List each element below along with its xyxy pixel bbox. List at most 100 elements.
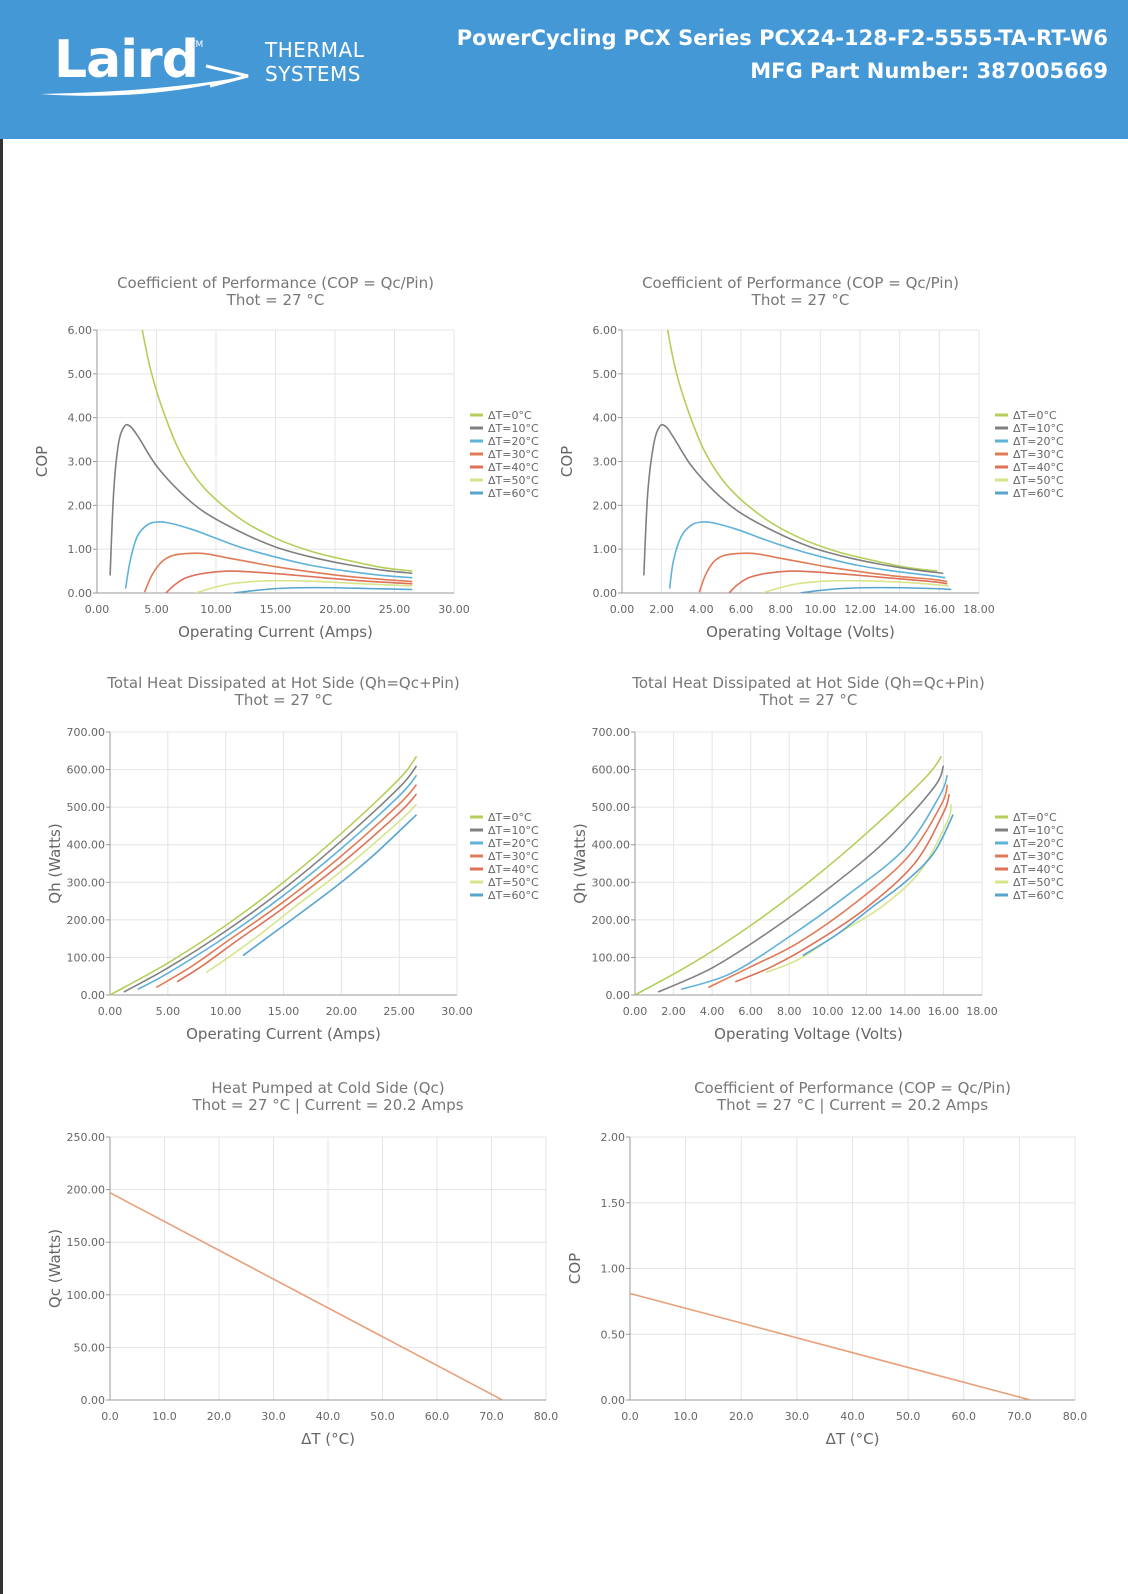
x-tick-label: 20.0 (729, 1410, 754, 1423)
chart-subtitle: Thot = 27 °C | Current = 20.2 Amps (191, 1096, 463, 1114)
y-axis-label: Qh (Watts) (571, 823, 589, 903)
y-tick-label: 2.00 (593, 499, 618, 512)
y-tick-label: 50.00 (74, 1341, 106, 1354)
x-axis-label: Operating Voltage (Volts) (714, 1025, 903, 1043)
laird-logo: Laird (54, 30, 199, 90)
y-axis-label: Qh (Watts) (46, 823, 64, 903)
division-name: THERMAL SYSTEMS (265, 38, 364, 86)
chart-qc-vs-dt: Heat Pumped at Cold Side (Qc) Thot = 27 °… (40, 1075, 560, 1449)
y-axis-label: COP (558, 446, 576, 477)
y-tick-label: 1.00 (601, 1263, 626, 1276)
x-axis-label: Operating Voltage (Volts) (706, 623, 895, 641)
series-line-2 (137, 774, 418, 991)
x-tick-label: 4.00 (700, 1005, 725, 1018)
legend-label: ΔT=60°C (488, 889, 539, 902)
legend-label: ΔT=0°C (488, 811, 532, 824)
y-tick-label: 4.00 (593, 412, 618, 425)
x-tick-label: 10.00 (210, 1005, 242, 1018)
y-tick-label: 2.00 (601, 1131, 626, 1144)
series-line-0 (635, 755, 943, 995)
x-tick-label: 6.00 (738, 1005, 763, 1018)
chart-title: Coefficient of Performance (COP = Qc/Pin… (694, 1079, 1011, 1097)
chart-subtitle: Thot = 27 °C (226, 291, 325, 309)
y-tick-label: 250.00 (67, 1131, 106, 1144)
x-tick-label: 0.00 (610, 603, 635, 616)
x-tick-label: 60.0 (952, 1410, 977, 1423)
x-tick-label: 10.00 (805, 603, 837, 616)
legend-label: ΔT=40°C (1013, 461, 1064, 474)
legend-label: ΔT=0°C (1013, 409, 1057, 422)
x-tick-label: 20.00 (319, 603, 351, 616)
series-line-5 (195, 579, 413, 593)
chart-qh-vs-voltage: Total Heat Dissipated at Hot Side (Qh=Qc… (565, 670, 1085, 1044)
legend-label: ΔT=10°C (1013, 422, 1064, 435)
series-line-6 (233, 586, 413, 593)
x-tick-label: 40.0 (316, 1410, 341, 1423)
chart-svg: Coefficient of Performance (COP = Qc/Pin… (566, 1079, 1087, 1448)
chart-subtitle: Thot = 27 °C (234, 691, 333, 709)
division-line-2: SYSTEMS (265, 62, 361, 86)
x-tick-label: 18.00 (963, 603, 995, 616)
legend-label: ΔT=30°C (488, 850, 539, 863)
series-line-3 (707, 784, 949, 989)
y-tick-label: 5.00 (593, 368, 618, 381)
y-tick-label: 0.00 (593, 587, 618, 600)
y-tick-label: 200.00 (67, 914, 106, 927)
y-tick-label: 1.00 (593, 543, 618, 556)
legend-label: ΔT=60°C (1013, 889, 1064, 902)
y-tick-label: 200.00 (592, 914, 631, 927)
x-tick-label: 0.00 (85, 603, 110, 616)
series-line-1 (109, 423, 413, 576)
legend-label: ΔT=10°C (1013, 824, 1064, 837)
x-tick-label: 12.00 (851, 1005, 883, 1018)
header-banner: Laird TM THERMAL SYSTEMS PowerCycling PC… (0, 0, 1128, 139)
legend-label: ΔT=20°C (488, 837, 539, 850)
y-tick-label: 200.00 (67, 1184, 106, 1197)
x-tick-label: 18.00 (966, 1005, 998, 1018)
legend-label: ΔT=40°C (488, 461, 539, 474)
chart-subtitle: Thot = 27 °C (751, 291, 850, 309)
series-line-5 (762, 579, 950, 593)
series-line-1 (657, 765, 945, 993)
legend-label: ΔT=30°C (1013, 448, 1064, 461)
legend-label: ΔT=60°C (1013, 487, 1064, 500)
series-line-4 (734, 793, 951, 983)
x-tick-label: 10.0 (152, 1410, 177, 1423)
x-tick-label: 12.00 (844, 603, 876, 616)
series-line-6 (242, 814, 418, 957)
chart-svg: Coefficient of Performance (COP = Qc/Pin… (558, 274, 1064, 641)
x-axis-label: Operating Current (Amps) (178, 623, 373, 641)
series-line-4 (176, 793, 418, 983)
x-tick-label: 70.0 (1007, 1410, 1032, 1423)
chart-qh-vs-current: Total Heat Dissipated at Hot Side (Qh=Qc… (40, 670, 560, 1044)
x-tick-label: 5.00 (144, 603, 169, 616)
legend-label: ΔT=40°C (1013, 863, 1064, 876)
x-tick-label: 4.00 (689, 603, 714, 616)
x-tick-label: 25.00 (383, 1005, 415, 1018)
chart-cop-vs-voltage: Coefficient of Performance (COP = Qc/Pin… (558, 270, 1085, 644)
legend-label: ΔT=0°C (1013, 811, 1057, 824)
legend-label: ΔT=30°C (1013, 850, 1064, 863)
division-line-1: THERMAL (265, 38, 365, 62)
y-tick-label: 0.00 (81, 1394, 106, 1407)
y-tick-label: 0.00 (81, 989, 106, 1002)
x-axis-label: Operating Current (Amps) (186, 1025, 381, 1043)
y-tick-label: 600.00 (592, 764, 631, 777)
x-tick-label: 10.00 (200, 603, 232, 616)
y-tick-label: 500.00 (592, 801, 631, 814)
y-tick-label: 100.00 (67, 951, 106, 964)
chart-svg: Total Heat Dissipated at Hot Side (Qh=Qc… (46, 674, 539, 1043)
series-line-4 (165, 570, 413, 593)
legend-label: ΔT=40°C (488, 863, 539, 876)
x-tick-label: 14.00 (889, 1005, 921, 1018)
x-tick-label: 10.0 (673, 1410, 698, 1423)
series-line-2 (124, 520, 413, 589)
x-tick-label: 70.0 (479, 1410, 504, 1423)
chart-cop-vs-dt: Coefficient of Performance (COP = Qc/Pin… (565, 1075, 1087, 1449)
series-line-3 (143, 552, 413, 593)
series-line-2 (681, 774, 949, 991)
y-tick-label: 400.00 (592, 839, 631, 852)
product-title: PowerCycling PCX Series PCX24-128-F2-555… (456, 26, 1108, 50)
legend-label: ΔT=20°C (488, 435, 539, 448)
y-tick-label: 6.00 (593, 324, 618, 337)
